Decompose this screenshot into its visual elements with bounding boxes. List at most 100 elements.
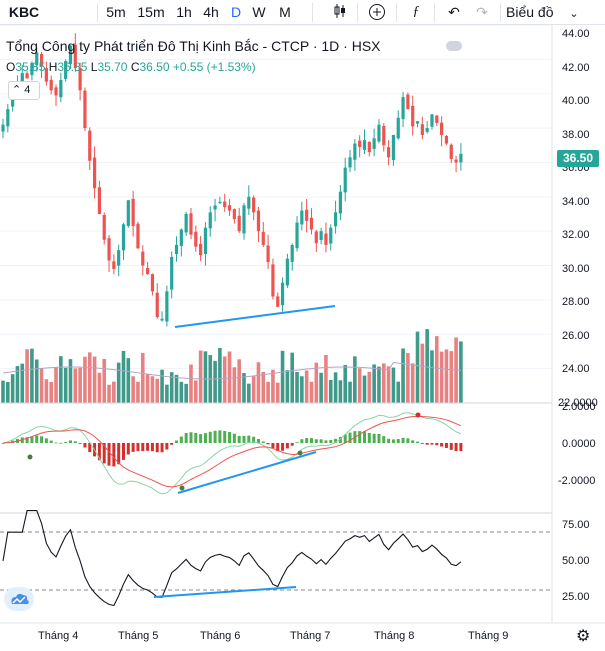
toolbar-divider (312, 3, 313, 22)
indicators-icon[interactable]: ƒ (412, 4, 420, 19)
candle-body (203, 227, 208, 255)
time-tick: Tháng 4 (38, 630, 78, 642)
price-tick: 22.0000 (558, 397, 598, 409)
volume-bar (459, 341, 463, 403)
macd-hist-bar (430, 443, 434, 445)
macd-hist-bar (271, 443, 275, 449)
volume-bar (435, 336, 439, 403)
macd-hist-bar (343, 434, 347, 443)
candle-body (415, 121, 420, 124)
volume-bar (227, 351, 232, 403)
macd-hist-bar (281, 443, 285, 451)
interval-4h[interactable]: 4h (203, 4, 219, 20)
volume-bar (131, 376, 135, 403)
candle-body (218, 201, 222, 204)
symbol-search[interactable]: KBC (8, 4, 40, 20)
volume-bar (15, 366, 20, 403)
candle-body (377, 124, 381, 142)
candle-body (78, 67, 82, 91)
volume-bar (194, 380, 198, 403)
macd-hist-bar (266, 443, 270, 445)
macd-line (2, 412, 462, 495)
macd-hist-bar (199, 434, 203, 443)
volume-bar (97, 372, 102, 403)
volume-bar (78, 367, 82, 403)
price-tick: 26.00 (562, 330, 590, 342)
volume-bar (295, 371, 299, 403)
macd-hist-bar (285, 443, 289, 449)
candle-body (179, 229, 183, 246)
volume-bar (169, 372, 174, 403)
candle-body (227, 205, 232, 211)
toolbar-divider (434, 3, 435, 22)
volume-bar (116, 362, 121, 403)
cloud-logo-icon[interactable] (4, 587, 34, 611)
interval-1w[interactable]: W (252, 4, 266, 20)
volume-bar (425, 329, 429, 403)
volume-bar (63, 367, 68, 403)
price-tick: 40.00 (562, 95, 590, 107)
macd-hist-bar (59, 442, 63, 444)
indicators-collapse-button[interactable]: ⌃ 4 (8, 81, 40, 100)
price-tick: 38.00 (562, 129, 590, 141)
undo-icon[interactable]: ↶ (448, 4, 460, 20)
macd-hist-bar (102, 443, 106, 464)
volume-bar (30, 348, 34, 403)
macd-hist-bar (420, 443, 424, 444)
candle-body (459, 153, 463, 163)
candle-body (285, 258, 289, 286)
candle-body (59, 79, 63, 98)
interval-5m[interactable]: 5m (106, 4, 126, 20)
candlestick-chart-icon[interactable] (330, 3, 350, 21)
volume-bar (237, 359, 241, 403)
macd-hist-bar (416, 441, 420, 443)
volume-bar (34, 359, 39, 403)
candle-body (146, 267, 150, 275)
candle-body (189, 213, 193, 235)
candle-body (358, 140, 362, 147)
price-tick: 32.00 (562, 229, 590, 241)
volume-bar (391, 367, 396, 403)
macd-hist-bar (189, 432, 193, 443)
candle-body (213, 205, 217, 210)
last-price-badge: 36.50 (557, 150, 599, 167)
volume-bar (348, 381, 352, 403)
macd-hist-bar (184, 432, 188, 443)
volume-bar (401, 348, 405, 403)
macd-tick: -2.0000 (558, 475, 595, 487)
volume-bar (372, 364, 376, 403)
macd-hist-bar (454, 443, 458, 452)
interval-15m[interactable]: 15m (137, 4, 165, 20)
volume-bar (155, 378, 160, 403)
candle-body (68, 45, 73, 64)
interval-1h[interactable]: 1h (176, 4, 192, 20)
volume-bar (198, 350, 203, 403)
interval-1m[interactable]: M (279, 4, 291, 20)
candle-body (329, 227, 333, 244)
macd-hist-bar (208, 431, 212, 443)
volume-bar (396, 381, 401, 403)
macd-hist-bar (126, 443, 130, 455)
volume-bar (362, 375, 367, 403)
candle-body (49, 79, 53, 91)
gear-icon[interactable]: ⚙ (576, 628, 591, 645)
macd-hist-bar (324, 440, 328, 443)
plus-circle-glyph (369, 4, 385, 20)
chart-type-dropdown[interactable]: Biểu đồ ⌄ (506, 3, 596, 21)
visibility-toggle-icon[interactable] (446, 41, 462, 51)
macd-hist-bar (223, 430, 227, 443)
macd-hist-bar (54, 442, 58, 444)
volume-bar (319, 372, 323, 403)
add-compare-icon[interactable] (366, 3, 388, 21)
volume-bar (333, 372, 338, 403)
chart-canvas[interactable]: 44.00 42.00 40.00 38.00 36.00 34.00 32.0… (0, 25, 605, 651)
candle-body (305, 209, 309, 221)
candle-body (11, 97, 15, 107)
interval-1d[interactable]: D (230, 4, 242, 20)
volume-bar (290, 352, 294, 403)
volume-bar (160, 369, 164, 403)
redo-icon[interactable]: ↷ (476, 4, 488, 20)
change-value: +0.55 (+1.53%) (172, 60, 256, 74)
open-label: O (6, 60, 16, 74)
volume-bar (49, 381, 53, 403)
